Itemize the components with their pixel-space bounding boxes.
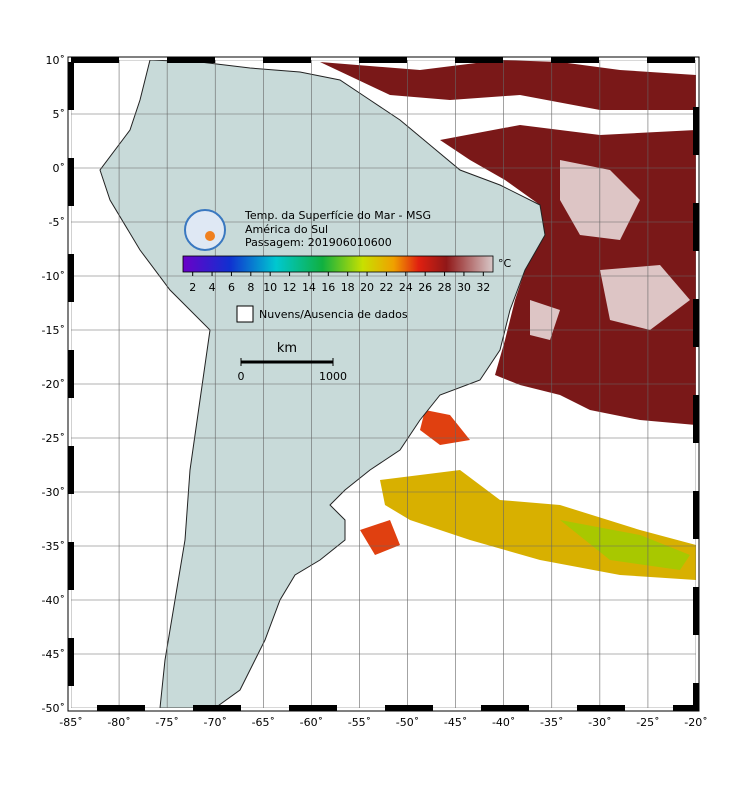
y-tick-label: 5˚ (53, 108, 66, 121)
colorbar-tick-label: 26 (418, 281, 432, 294)
x-tick-label: -35˚ (540, 716, 563, 729)
legend-title-line: Passagem: 201906010600 (245, 236, 392, 249)
legend-title-line: América do Sul (245, 223, 328, 236)
sst-south-patch (560, 520, 690, 570)
legend-title-line: Temp. da Superfície do Mar - MSG (244, 209, 431, 222)
colorbar-tick-label: 32 (476, 281, 490, 294)
x-tick-label: -50˚ (396, 716, 419, 729)
colorbar-tick-label: 8 (247, 281, 254, 294)
y-tick-label: 10˚ (46, 54, 66, 67)
x-tick-label: -65˚ (252, 716, 275, 729)
colorbar-tick-label: 2 (189, 281, 196, 294)
colorbar-tick-label: 4 (209, 281, 216, 294)
cloud-patch (530, 160, 690, 340)
colorbar-tick-label: 18 (341, 281, 355, 294)
y-tick-label: -30˚ (42, 486, 65, 499)
x-tick-label: -80˚ (107, 716, 130, 729)
y-tick-label: -15˚ (42, 324, 65, 337)
x-tick-label: -45˚ (444, 716, 467, 729)
colorbar-tick-label: 12 (283, 281, 297, 294)
x-tick-label: -30˚ (588, 716, 611, 729)
map-frame (68, 57, 699, 711)
x-tick-label: -25˚ (636, 716, 659, 729)
y-tick-label: -25˚ (42, 432, 65, 445)
colorbar (182, 255, 494, 273)
colorbar-tick-label: 22 (379, 281, 393, 294)
y-tick-label: -5˚ (49, 216, 65, 229)
x-tick-label: -75˚ (155, 716, 178, 729)
sst-south-patch (360, 410, 470, 555)
x-tick-label: -20˚ (684, 716, 707, 729)
colorbar-tick-label: 28 (438, 281, 452, 294)
x-tick-label: -60˚ (300, 716, 323, 729)
no-data-label: Nuvens/Ausencia de dados (259, 308, 408, 321)
colorbar-tick-label: 10 (263, 281, 277, 294)
scale-unit: km (277, 341, 297, 356)
map-area (71, 60, 696, 708)
colorbar-tick-label: 14 (302, 281, 316, 294)
inpe-logo-dot (205, 231, 215, 241)
colorbar-tick-label: 30 (457, 281, 471, 294)
colorbar-unit: °C (498, 257, 512, 270)
x-tick-label: -70˚ (203, 716, 226, 729)
sst-north-region (320, 60, 696, 110)
y-tick-label: -20˚ (42, 378, 65, 391)
x-tick-label: -85˚ (59, 716, 82, 729)
no-data-swatch (236, 305, 254, 323)
x-tick-label: -40˚ (492, 716, 515, 729)
colorbar-tick-label: 24 (399, 281, 413, 294)
colorbar-tick-label: 16 (321, 281, 335, 294)
colorbar-tick-label: 20 (360, 281, 374, 294)
y-tick-label: -40˚ (42, 594, 65, 607)
y-tick-label: 0˚ (53, 162, 66, 175)
scale-tick-label: 0 (238, 370, 245, 383)
y-tick-label: -10˚ (42, 270, 65, 283)
colorbar-tick-label: 6 (228, 281, 235, 294)
x-tick-label: -55˚ (348, 716, 371, 729)
map-frame-outline (67, 56, 700, 712)
inpe-logo (184, 209, 226, 251)
scale-tick-label: 1000 (319, 370, 347, 383)
y-tick-label: -45˚ (42, 648, 65, 661)
grid (71, 60, 696, 708)
y-tick-label: -35˚ (42, 540, 65, 553)
y-tick-label: -50˚ (42, 702, 65, 715)
